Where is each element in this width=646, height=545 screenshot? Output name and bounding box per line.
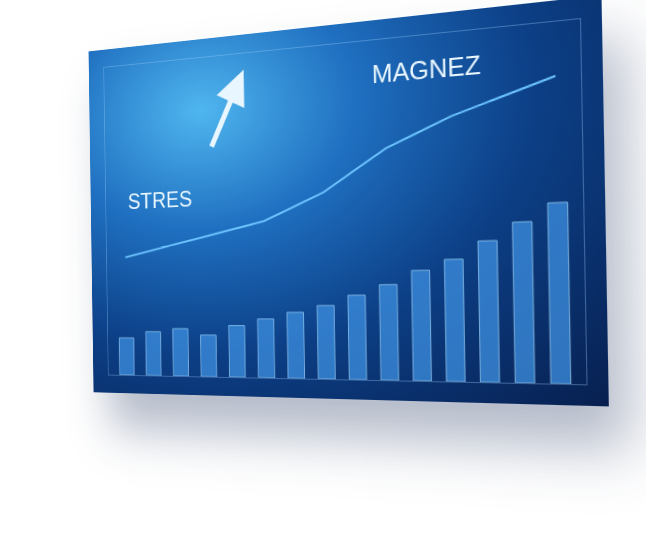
svg-text:STRES: STRES [128, 186, 193, 214]
svg-text:MAGNEZ: MAGNEZ [372, 49, 481, 88]
